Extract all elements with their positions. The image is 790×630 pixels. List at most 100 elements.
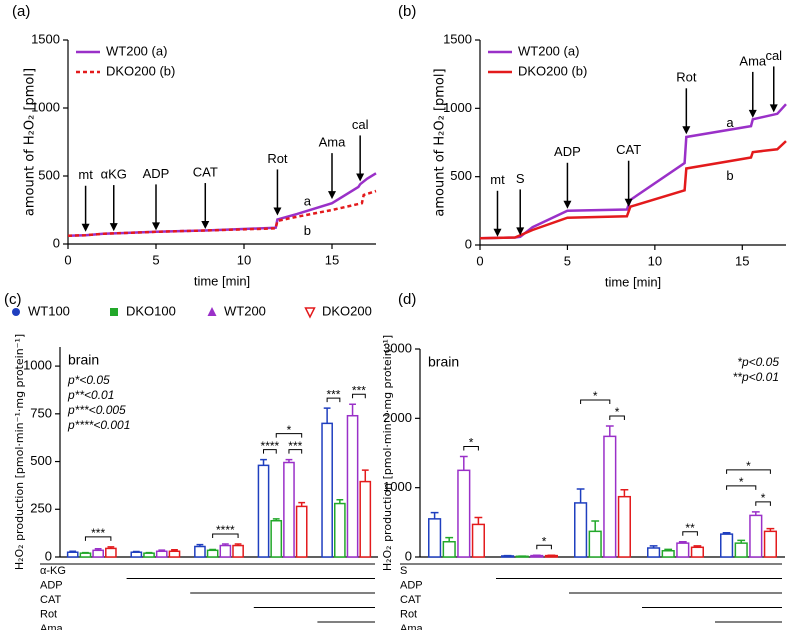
significance-label: *** <box>352 383 366 397</box>
error-bar <box>69 550 77 553</box>
legend-marker <box>12 308 20 316</box>
error-bar <box>94 548 102 551</box>
x-tick-label: 0 <box>476 253 483 268</box>
significance-bracket <box>463 445 479 451</box>
error-bar <box>107 546 115 549</box>
y-tick-label: 0 <box>45 548 52 563</box>
arrow-head <box>748 109 757 118</box>
arrow-label: cal <box>352 117 369 132</box>
significance-label: * <box>615 405 620 419</box>
arrow-label: Ama <box>319 135 347 150</box>
inset-note: p****<0.001 <box>67 418 130 432</box>
bar <box>168 550 181 558</box>
error-bar <box>145 551 153 554</box>
y-tick-label: 500 <box>450 168 472 183</box>
arrow-head <box>109 223 118 232</box>
bar <box>346 414 359 558</box>
y-tick-label: 0 <box>53 235 60 250</box>
significance-label: * <box>593 389 598 403</box>
bar <box>676 542 690 558</box>
arrow-label: αKG <box>101 167 127 182</box>
bar <box>588 530 602 558</box>
error-bar <box>591 520 600 532</box>
legend-marker <box>207 307 217 316</box>
error-bar <box>459 455 468 471</box>
panel-label: (b) <box>398 3 416 20</box>
bar <box>295 505 308 558</box>
error-bar <box>209 548 217 551</box>
bar <box>92 549 104 558</box>
bar <box>79 552 92 558</box>
bar <box>471 523 485 558</box>
error-bar <box>766 527 775 532</box>
data-line <box>67 189 377 238</box>
arrow-label: mt <box>490 172 505 187</box>
legend-label: WT100 <box>28 303 70 318</box>
error-bar <box>82 551 89 554</box>
condition-label: ADP <box>400 579 423 591</box>
condition-label: ADP <box>40 579 63 591</box>
inset-title: brain <box>68 352 99 368</box>
y-axis-label: amount of H₂O₂ [pmol] <box>23 68 38 216</box>
error-bar <box>678 540 687 544</box>
y-tick-label: 500 <box>30 453 52 468</box>
arrow-head <box>624 198 633 207</box>
legend-marker <box>110 308 118 316</box>
error-bar <box>158 549 166 552</box>
bar <box>457 469 471 558</box>
arrow-head <box>516 227 525 236</box>
bar <box>428 518 442 558</box>
y-tick-label: 0 <box>405 548 412 563</box>
x-tick-label: 15 <box>325 252 339 267</box>
arrow-label: Rot <box>676 70 697 85</box>
legend-label: DKO200 <box>322 303 372 318</box>
legend-label: DKO200 (b) <box>518 63 587 78</box>
legend-label: WT200 <box>224 303 266 318</box>
significance-label: ** <box>685 521 695 535</box>
error-bar <box>737 539 746 544</box>
error-bar <box>349 403 356 416</box>
error-bar <box>171 548 178 552</box>
line-note: a <box>726 115 734 130</box>
error-bar <box>605 425 614 437</box>
bar <box>270 519 283 558</box>
panel-label: (c) <box>4 291 22 308</box>
significance-bracket <box>326 397 341 403</box>
significance-bracket <box>726 469 771 474</box>
x-tick-label: 15 <box>735 253 749 268</box>
arrow-label: S <box>516 171 525 186</box>
significance-bracket <box>580 399 611 404</box>
error-bar <box>196 543 204 547</box>
arrow-label: ADP <box>143 166 170 181</box>
significance-bracket <box>682 531 698 536</box>
bar <box>105 547 117 558</box>
significance-bracket <box>352 393 366 399</box>
x-tick-label: 10 <box>648 253 662 268</box>
error-bar <box>620 488 629 497</box>
condition-label: CAT <box>400 594 421 606</box>
error-bar <box>722 531 731 535</box>
error-bar <box>664 548 673 551</box>
condition-label: Rot <box>400 608 417 620</box>
significance-label: * <box>469 436 474 450</box>
significance-label: *** <box>91 526 105 540</box>
inset-note: p***<0.005 <box>67 403 126 417</box>
y-tick-label: 3000 <box>383 340 412 355</box>
x-tick-label: 5 <box>564 253 571 268</box>
bar <box>359 480 372 558</box>
bar <box>617 495 631 558</box>
x-axis-label: time [min] <box>194 273 250 288</box>
x-tick-label: 0 <box>64 252 71 267</box>
significance-label: **** <box>261 439 280 453</box>
bar <box>603 435 617 558</box>
arrow-label: ADP <box>554 144 581 159</box>
inset-title: brain <box>428 354 459 370</box>
error-bar <box>234 543 242 546</box>
condition-label: S <box>400 565 407 577</box>
arrow-head <box>769 104 778 113</box>
y-tick-label: 1000 <box>23 358 52 373</box>
significance-label: * <box>287 423 292 437</box>
legend-label: WT200 (a) <box>518 43 579 58</box>
line-note: b <box>304 223 311 238</box>
data-line <box>479 140 787 240</box>
